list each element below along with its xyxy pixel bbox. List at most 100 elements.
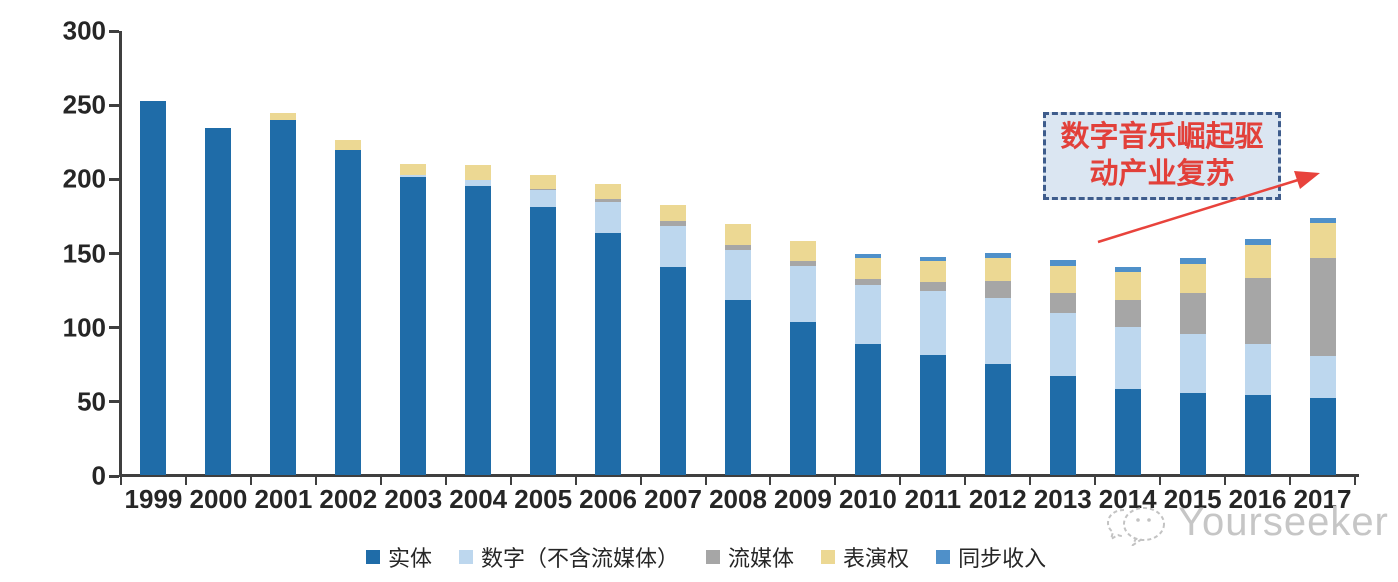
bar-segment-数字（不含流媒体）: [984, 298, 1011, 364]
bar-segment-数字（不含流媒体）: [530, 190, 557, 207]
legend-marker-icon: [821, 550, 836, 564]
bar-2014: [1114, 267, 1141, 475]
y-tick-mark: [109, 29, 119, 33]
y-tick-label: 200: [62, 163, 106, 194]
x-tick-label: 2016: [1228, 484, 1287, 514]
bar-2017: [1309, 218, 1336, 475]
x-tick-mark: [639, 477, 642, 485]
bar-segment-流媒体: [1114, 299, 1141, 327]
bar-segment-数字（不含流媒体）: [465, 179, 492, 186]
bar-segment-数字（不含流媒体）: [919, 291, 946, 355]
x-tick-mark: [834, 477, 837, 485]
x-tick-label: 2002: [319, 484, 378, 514]
bar-2002: [335, 139, 362, 475]
bar-segment-数字（不含流媒体）: [400, 175, 427, 177]
bar-2016: [1244, 239, 1271, 475]
x-tick-mark: [120, 477, 122, 485]
legend-marker-icon: [936, 550, 951, 564]
bar-segment-实体: [660, 267, 687, 475]
legend-item-表演权: 表演权: [821, 541, 909, 573]
annotation-callout: 数字音乐崛起驱 动产业复苏: [1043, 112, 1281, 200]
x-tick-mark: [1159, 477, 1162, 485]
bar-2005: [530, 175, 557, 475]
bar-segment-表演权: [789, 240, 816, 262]
bar-segment-实体: [205, 127, 232, 475]
x-tick-mark: [1354, 477, 1356, 485]
x-tick-mark: [704, 477, 707, 485]
bar-segment-实体: [400, 176, 427, 475]
bar-2013: [1049, 259, 1076, 475]
x-tick-mark: [249, 477, 252, 485]
legend-marker-icon: [459, 550, 474, 564]
bar-segment-流媒体: [725, 245, 751, 250]
y-tick-mark: [109, 252, 119, 255]
bar-segment-实体: [1114, 388, 1141, 475]
bar-segment-流媒体: [1049, 292, 1076, 314]
bar-segment-数字（不含流媒体）: [595, 202, 622, 234]
y-tick-mark: [109, 400, 119, 404]
legend-label: 实体: [388, 546, 433, 571]
bar-2006: [595, 184, 622, 475]
legend-item-流媒体: 流媒体: [706, 541, 794, 573]
bar-1999: [140, 101, 167, 475]
bar-segment-数字（不含流媒体）: [854, 285, 881, 345]
bar-segment-数字（不含流媒体）: [1244, 344, 1271, 395]
bar-segment-表演权: [1114, 271, 1141, 300]
bar-segment-流媒体: [1179, 292, 1206, 335]
bar-segment-实体: [1244, 394, 1271, 475]
bar-segment-实体: [140, 101, 167, 475]
bar-segment-流媒体: [854, 279, 881, 286]
bar-segment-实体: [725, 299, 751, 475]
x-tick-label: 2003: [384, 484, 443, 514]
legend-label: 流媒体: [728, 546, 795, 571]
annotation-line-1: 数字音乐崛起驱: [1060, 121, 1264, 153]
bar-segment-实体: [789, 322, 816, 475]
bar-2009: [789, 240, 816, 475]
x-tick-mark: [444, 477, 447, 485]
bar-segment-数字（不含流媒体）: [1309, 356, 1336, 398]
bar-segment-表演权: [465, 165, 492, 180]
x-tick-mark: [314, 477, 317, 485]
bar-segment-流媒体: [789, 261, 816, 266]
bar-segment-实体: [465, 185, 492, 475]
bar-segment-实体: [854, 344, 881, 475]
bar-segment-表演权: [595, 184, 622, 200]
bar-segment-实体: [984, 363, 1011, 475]
x-tick-mark: [1094, 477, 1097, 485]
x-tick-label: 2010: [838, 484, 897, 514]
bar-segment-表演权: [400, 163, 427, 176]
legend-item-数字（不含流媒体）: 数字（不含流媒体）: [459, 541, 679, 573]
y-axis-line: [119, 31, 122, 477]
bar-segment-同步收入: [1309, 218, 1336, 223]
legend-label: 数字（不含流媒体）: [481, 546, 680, 571]
x-tick-mark: [184, 477, 187, 485]
bar-segment-同步收入: [854, 254, 881, 259]
bar-segment-实体: [1049, 375, 1076, 475]
x-tick-label: 2001: [254, 484, 313, 514]
bar-segment-流媒体: [1309, 258, 1336, 357]
bar-segment-表演权: [1179, 264, 1206, 293]
bar-segment-数字（不含流媒体）: [789, 265, 816, 323]
x-tick-label: 1999: [124, 484, 183, 514]
chat-bubbles-icon: [1106, 507, 1165, 546]
legend-item-实体: 实体: [366, 541, 432, 573]
bar-segment-实体: [595, 233, 622, 475]
bar-segment-实体: [335, 150, 362, 475]
x-tick-label: 2006: [579, 484, 638, 514]
x-tick-mark: [379, 477, 382, 485]
watermark: Yourseeker: [1106, 498, 1389, 546]
x-tick-mark: [1029, 477, 1032, 485]
bar-segment-表演权: [984, 258, 1011, 281]
x-tick-label: 2007: [644, 484, 702, 514]
watermark-text: Yourseeker: [1178, 499, 1389, 544]
bar-segment-流媒体: [984, 280, 1011, 299]
bar-segment-表演权: [1049, 265, 1076, 293]
x-tick-mark: [769, 477, 772, 485]
x-tick-mark: [964, 477, 967, 485]
bar-segment-流媒体: [595, 199, 622, 203]
legend-item-同步收入: 同步收入: [936, 541, 1046, 573]
bar-2004: [465, 165, 492, 475]
x-tick-mark: [574, 477, 577, 485]
bar-segment-同步收入: [1179, 258, 1206, 265]
